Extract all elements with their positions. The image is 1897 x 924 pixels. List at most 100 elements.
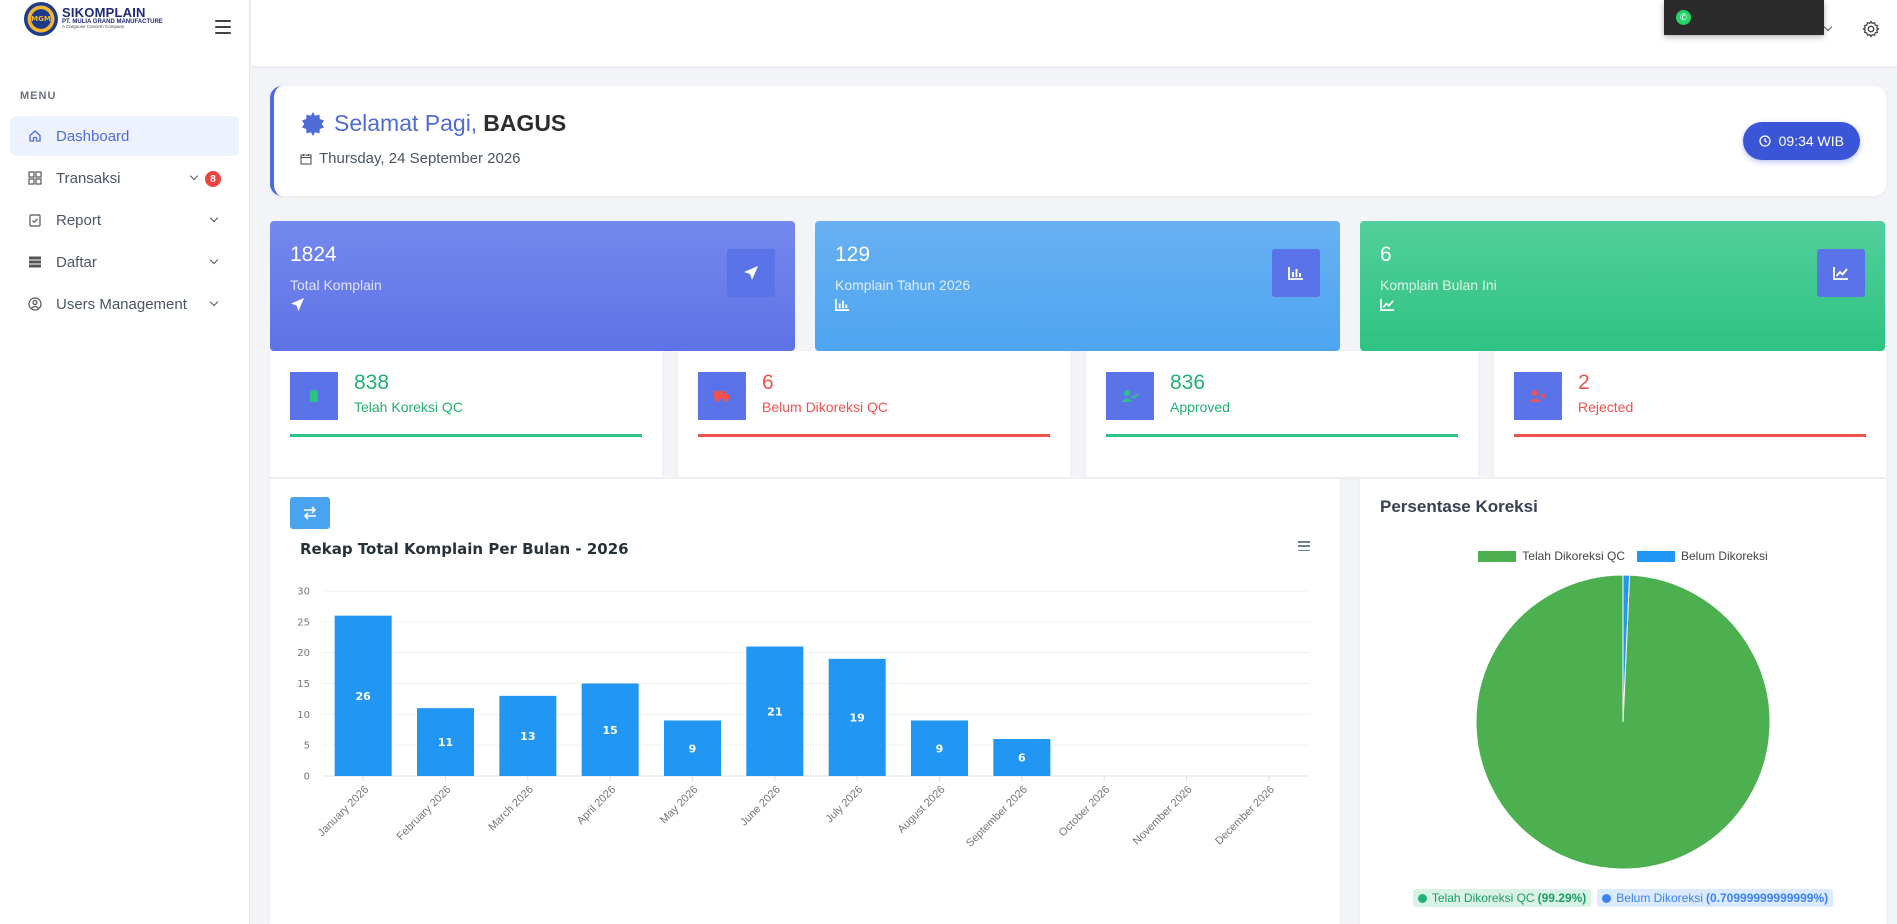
y-tick-label: 5 [304, 741, 310, 752]
swap-arrows-icon [303, 506, 317, 520]
bar-chart-icon [1288, 267, 1303, 280]
bar [334, 615, 392, 776]
list-icon [28, 255, 42, 269]
chart-menu-icon[interactable] [1298, 541, 1310, 551]
stat-card-komplain-tahun: 129 Komplain Tahun 2026 [815, 221, 1340, 351]
line-chart-icon [1380, 298, 1395, 311]
y-tick-label: 30 [297, 587, 310, 598]
bar [664, 720, 721, 776]
stat-value: 129 [835, 243, 871, 266]
legend-item[interactable]: Telah Dikoreksi QC [1478, 549, 1625, 563]
sidebar-item-transaksi[interactable]: Transaksi 8 [10, 158, 239, 198]
x-tick-label: October 2026 [1057, 784, 1113, 840]
stat-card-total-komplain: 1824 Total Komplain [270, 221, 795, 351]
pie-legend: Telah Dikoreksi QC Belum Dikoreksi [1360, 549, 1886, 563]
swap-chart-button[interactable] [290, 497, 330, 529]
user-x-icon [1514, 372, 1562, 420]
kpi-value: 836 [1170, 371, 1206, 394]
clock-icon [1758, 135, 1771, 147]
sidebar-item-daftar[interactable]: Daftar [10, 242, 239, 282]
user-check-icon [1106, 372, 1154, 420]
bar-value-label: 21 [767, 705, 782, 718]
sun-icon [302, 111, 324, 136]
bar [911, 720, 968, 776]
brand[interactable]: MGM SIKOMPLAIN PT. MULIA GRAND MANUFACTU… [0, 0, 249, 66]
chevron-down-icon [209, 297, 219, 307]
x-tick-label: November 2026 [1131, 784, 1195, 848]
legend-item[interactable]: Belum Dikoreksi [1637, 549, 1768, 563]
date-text: Thursday, 24 September 2026 [319, 150, 521, 167]
y-tick-label: 15 [297, 679, 310, 690]
clipboard-icon [28, 213, 42, 227]
app-title: SIKOMPLAIN [62, 5, 146, 21]
sidebar-item-label: Transaksi [56, 169, 121, 187]
correction-percentage-card: Persentase Koreksi Telah Dikoreksi QC Be… [1360, 479, 1886, 924]
calendar-icon [300, 153, 312, 165]
send-icon [744, 266, 758, 280]
chip-belum-dikoreksi: Belum Dikoreksi (0.70999999999999%) [1597, 889, 1834, 907]
bar-chart-icon [835, 298, 850, 311]
x-tick-label: January 2026 [316, 784, 372, 840]
x-tick-label: April 2026 [575, 784, 619, 828]
x-tick-label: July 2026 [824, 784, 866, 826]
gear-icon[interactable] [1862, 20, 1880, 38]
pie-title: Persentase Koreksi [1380, 497, 1538, 516]
home-icon [28, 129, 42, 143]
x-tick-label: September 2026 [964, 784, 1030, 850]
truck-icon [698, 372, 746, 420]
stat-label: Komplain Bulan Ini [1380, 277, 1497, 293]
bar [499, 695, 557, 776]
greeting-title: Selamat Pagi, BAGUS [300, 110, 566, 137]
stat-label: Total Komplain [290, 277, 382, 293]
menu-toggle-icon[interactable] [215, 20, 231, 34]
menu-heading: MENU [20, 90, 57, 102]
bar [828, 658, 886, 776]
kpi-card-rejected: 2 Rejected [1494, 351, 1886, 477]
bar-chart: 0 5 10 15 20 25 30 26 January 2026 11 February 202… [297, 587, 1310, 850]
sidebar-item-report[interactable]: Report [10, 200, 239, 240]
x-tick-label: August 2026 [895, 784, 947, 836]
chip-telah-dikoreksi: Telah Dikoreksi QC (99.29%) [1412, 889, 1592, 907]
kpi-value: 6 [762, 371, 774, 394]
current-date: Thursday, 24 September 2026 [300, 150, 521, 167]
bar [993, 739, 1051, 776]
send-icon [290, 297, 305, 312]
sidebar: MGM SIKOMPLAIN PT. MULIA GRAND MANUFACTU… [0, 0, 250, 924]
greeting-text: Selamat Pagi, [334, 110, 478, 136]
company-tagline: A Cargoose Concern Company [62, 24, 125, 30]
sidebar-item-label: Dashboard [56, 127, 130, 145]
bar-value-label: 9 [689, 742, 697, 755]
x-tick-label: May 2026 [658, 784, 701, 827]
bar-value-label: 13 [520, 730, 535, 743]
x-tick-label: March 2026 [486, 784, 536, 834]
bar-value-label: 19 [850, 711, 865, 724]
stat-card-komplain-bulan: 6 Komplain Bulan Ini [1360, 221, 1885, 351]
pie-chart [1475, 574, 1771, 870]
bar-value-label: 26 [356, 690, 372, 703]
grid-icon [28, 171, 42, 185]
kpi-divider [290, 434, 642, 437]
bar [417, 708, 474, 776]
greeting-card: Selamat Pagi, BAGUS Thursday, 24 Septemb… [270, 86, 1886, 196]
stat-icon-box [727, 249, 775, 297]
company-logo: MGM [24, 2, 58, 36]
user-name: BAGUS [483, 110, 567, 136]
kpi-value: 838 [354, 371, 390, 394]
clock-text: 09:34 WIB [1778, 133, 1844, 149]
sidebar-item-label: Users Management [56, 295, 187, 313]
chevron-down-icon [209, 255, 219, 265]
kpi-card-telah-koreksi: 838 Telah Koreksi QC [270, 351, 662, 477]
sidebar-item-label: Report [56, 211, 102, 229]
sidebar-item-users-management[interactable]: Users Management [10, 284, 239, 324]
line-chart-icon [1833, 267, 1848, 280]
y-tick-label: 0 [304, 772, 310, 783]
chevron-down-icon [209, 213, 219, 223]
sidebar-item-label: Daftar [56, 253, 97, 271]
x-tick-label: December 2026 [1213, 784, 1277, 848]
whatsapp-notification[interactable]: ✆ [1664, 0, 1824, 35]
user-circle-icon [28, 297, 42, 311]
stat-label: Komplain Tahun 2026 [835, 277, 971, 293]
sidebar-item-dashboard[interactable]: Dashboard [10, 116, 239, 156]
bar-value-label: 15 [603, 724, 618, 737]
kpi-label: Telah Koreksi QC [354, 399, 463, 415]
